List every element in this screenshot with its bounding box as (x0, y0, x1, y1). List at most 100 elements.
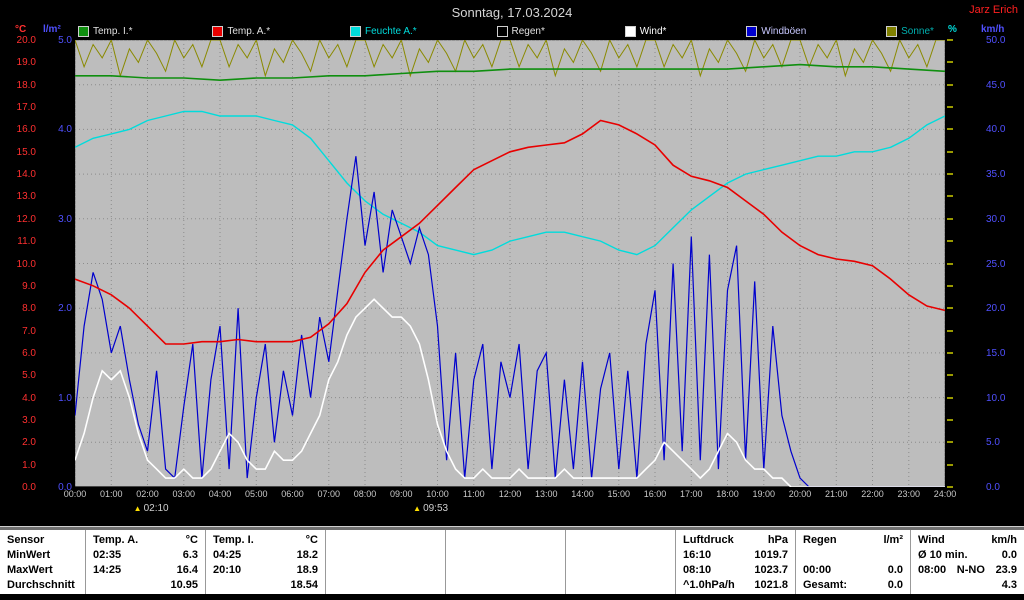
axis-unit-wind: km/h (981, 24, 1005, 35)
x-tick-label: 11:00 (462, 489, 485, 499)
time-annotations: ▲ 02:10 ▲ 09:53 (75, 503, 945, 517)
x-tick-label: 23:00 (897, 489, 921, 499)
x-tick-label: 06:00 (281, 489, 304, 499)
wind-direction: N-NO (956, 563, 985, 576)
time-annotation: ▲ 09:53 (413, 503, 448, 514)
axis-tick-label: 2.0 (22, 437, 36, 449)
legend-item: Wind* (624, 26, 666, 37)
table-col-empty-2 (445, 530, 565, 594)
x-tick-label: 05:00 (244, 489, 268, 499)
y-axis-temperature: 20.0 19.0 18.0 17.0 16.0 15.0 14.0 13.0 12.0 11.0… (8, 35, 38, 493)
rain-value: 0.0 (887, 563, 903, 576)
legend-label: Sonne* (901, 26, 934, 37)
min-time: 16:10 (683, 548, 712, 561)
legend-item: Temp. A.* (212, 26, 270, 37)
row-label-max: MaxWert (7, 563, 53, 576)
max-value: 16.4 (176, 563, 198, 576)
x-tick-label: 22:00 (861, 489, 884, 499)
legend-item: Regen* (496, 26, 545, 37)
avg-value: 1021.8 (754, 578, 788, 591)
legend-color-swatch (78, 26, 89, 37)
y-axis-rain: 5.0 4.0 3.0 2.0 1.0 0.0 (46, 35, 74, 493)
axis-tick-label: 11.0 (17, 236, 36, 248)
axis-tick-label: 0.0 (58, 482, 72, 493)
col-unit: l/m² (883, 533, 903, 546)
table-col-rowlabels: Sensor MinWert MaxWert Durchschnitt (0, 530, 85, 594)
axis-tick-label: 5.0 (58, 35, 72, 46)
divider (0, 526, 1024, 530)
axis-tick-label: 0.0 (986, 482, 1000, 493)
col-header: Wind (918, 533, 945, 546)
axis-tick-label: 10.0 (16, 258, 36, 270)
axis-tick-label: 50.0 (986, 35, 1006, 46)
axis-tick-label: 25.0 (986, 258, 1006, 270)
x-tick-label: 02:00 (136, 489, 159, 499)
legend-label: Temp. I.* (93, 26, 133, 37)
chart-canvas (75, 40, 945, 487)
legend-item: Sonne* (886, 26, 934, 37)
legend-item: Temp. I.* (78, 26, 132, 37)
axis-tick-label: 16.0 (16, 124, 36, 136)
series-windboeen (75, 156, 945, 487)
table-col-rain: Regen l/m² 00:00 0.0 Gesamt: 0.0 (795, 530, 910, 594)
max-time: 08:00 (918, 563, 947, 576)
x-tick-label: 24:00 (933, 489, 957, 499)
station-owner: Jarz Erich (969, 4, 1018, 16)
max-value: 18.9 (296, 563, 318, 576)
axis-tick-label: 4.0 (22, 392, 36, 404)
axis-tick-label: 10.0 (986, 392, 1006, 404)
axis-tick-label: 35.0 (986, 169, 1006, 181)
table-col-pressure: Luftdruck hPa 16:10 1019.7 08:10 1023.7 ^1.… (675, 530, 795, 594)
x-tick-label: 17:00 (679, 489, 703, 499)
table-col-temp-a: Temp. A. °C 02:35 6.3 14:25 16.4 10.95 (85, 530, 205, 594)
max-time: 14:25 (93, 563, 122, 576)
avg-value: 10.95 (170, 578, 198, 591)
max-value: 23.9 (995, 563, 1017, 576)
axis-tick-label: 13.0 (16, 191, 36, 203)
series-wind (75, 298, 945, 487)
axis-tick-label: 1.0 (22, 459, 36, 471)
axis-tick-label: 1.0 (58, 392, 72, 404)
wind-avg10-label: Ø 10 min. (918, 548, 968, 561)
legend-color-swatch (349, 26, 361, 37)
y-axis-wind: 50.0 45.0 40.0 35.0 30.0 25.0 20.0 15.0 10.0 5.0 0… (986, 35, 1022, 493)
min-value: 1019.7 (754, 548, 788, 561)
series-feuchte_a (75, 110, 945, 256)
max-time: 20:10 (213, 563, 242, 576)
table-col-wind: Wind km/h Ø 10 min. 0.0 08:00 N-NO 23.9 4.3 (910, 530, 1024, 594)
legend-label: Regen* (511, 26, 545, 37)
x-tick-label: 12:00 (498, 489, 522, 499)
min-time: 02:35 (93, 548, 122, 561)
max-value: 1023.7 (754, 563, 788, 576)
summary-table: Sensor MinWert MaxWert Durchschnitt Temp… (0, 530, 1024, 594)
min-value: 6.3 (182, 548, 198, 561)
axis-tick-label: 15.0 (986, 347, 1006, 359)
x-tick-label: 10:00 (426, 489, 449, 499)
x-tick-label: 07:00 (317, 489, 341, 499)
row-label-avg: Durchschnitt (7, 578, 75, 591)
axis-tick-label: 14.0 (16, 169, 36, 181)
row-label-sensor: Sensor (7, 533, 45, 546)
time-annotation: ▲ 02:10 (134, 503, 169, 514)
x-tick-label: 00:00 (63, 489, 87, 499)
x-tick-label: 09:00 (389, 489, 413, 499)
col-unit: hPa (767, 533, 788, 546)
axis-tick-label: 5.0 (22, 370, 36, 382)
page-title: Sonntag, 17.03.2024 (451, 5, 573, 20)
axis-tick-label: 7.0 (22, 325, 36, 337)
x-tick-label: 16:00 (643, 489, 667, 499)
weather-chart (75, 40, 945, 487)
legend-color-swatch (746, 26, 758, 37)
table-col-empty-3 (565, 530, 675, 594)
x-tick-label: 13:00 (534, 489, 558, 499)
axis-tick-label: 3.0 (58, 213, 72, 225)
axis-unit-celsius: °C (15, 24, 27, 35)
table-col-temp-i: Temp. I. °C 04:25 18.2 20:10 18.9 18.54 (205, 530, 325, 594)
legend-label: Temp. A.* (227, 26, 271, 37)
legend-color-swatch (212, 26, 224, 37)
col-unit: °C (185, 533, 198, 546)
series-temp_a (75, 119, 945, 345)
rain-time: 00:00 (803, 563, 832, 576)
axis-tick-label: 6.0 (22, 347, 36, 359)
avg-value: 4.3 (1001, 578, 1017, 591)
